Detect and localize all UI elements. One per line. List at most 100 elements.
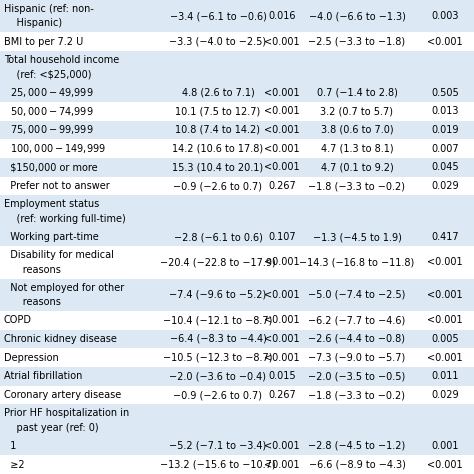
Text: 0.417: 0.417 — [431, 232, 459, 242]
Text: 14.2 (10.6 to 17.8): 14.2 (10.6 to 17.8) — [173, 144, 264, 154]
Bar — [0, 367, 474, 386]
Text: Hispanic): Hispanic) — [4, 18, 62, 28]
Text: 4.7 (0.1 to 9.2): 4.7 (0.1 to 9.2) — [320, 162, 393, 173]
Bar — [0, 32, 474, 51]
Text: Total household income: Total household income — [4, 55, 119, 65]
Bar — [0, 386, 474, 404]
Text: 0.267: 0.267 — [268, 390, 296, 400]
Text: Working part-time: Working part-time — [4, 232, 99, 242]
Bar — [0, 311, 474, 329]
Text: 0.015: 0.015 — [268, 371, 296, 381]
Text: <0.001: <0.001 — [264, 106, 300, 116]
Text: 0.016: 0.016 — [268, 11, 296, 21]
Text: <0.001: <0.001 — [427, 353, 463, 363]
Text: $100,000-$149,999: $100,000-$149,999 — [4, 142, 106, 155]
Text: −2.0 (−3.6 to −0.4): −2.0 (−3.6 to −0.4) — [170, 371, 266, 381]
Text: Disability for medical: Disability for medical — [4, 250, 114, 260]
Text: 0.505: 0.505 — [431, 88, 459, 98]
Text: <0.001: <0.001 — [264, 125, 300, 135]
Text: −6.4 (−8.3 to −4.4): −6.4 (−8.3 to −4.4) — [170, 334, 266, 344]
Bar — [0, 279, 474, 311]
Text: 0.011: 0.011 — [431, 371, 459, 381]
Text: $75,000-$99,999: $75,000-$99,999 — [4, 124, 93, 137]
Text: (ref: <$25,000): (ref: <$25,000) — [4, 69, 91, 79]
Text: −14.3 (−16.8 to −11.8): −14.3 (−16.8 to −11.8) — [300, 257, 415, 267]
Text: COPD: COPD — [4, 315, 32, 325]
Text: Depression: Depression — [4, 353, 59, 363]
Text: <0.001: <0.001 — [264, 257, 300, 267]
Text: 1: 1 — [4, 441, 17, 451]
Text: $150,000 or more: $150,000 or more — [4, 162, 98, 173]
Bar — [0, 329, 474, 348]
Text: <0.001: <0.001 — [264, 441, 300, 451]
Text: 0.267: 0.267 — [268, 181, 296, 191]
Bar — [0, 51, 474, 83]
Text: −2.8 (−6.1 to 0.6): −2.8 (−6.1 to 0.6) — [173, 232, 263, 242]
Text: 0.107: 0.107 — [268, 232, 296, 242]
Text: Hispanic (ref: non-: Hispanic (ref: non- — [4, 4, 94, 14]
Text: Prior HF hospitalization in: Prior HF hospitalization in — [4, 409, 129, 419]
Text: 0.005: 0.005 — [431, 334, 459, 344]
Text: <0.001: <0.001 — [264, 460, 300, 470]
Bar — [0, 0, 474, 32]
Text: reasons: reasons — [4, 264, 61, 274]
Text: <0.001: <0.001 — [427, 257, 463, 267]
Text: −4.0 (−6.6 to −1.3): −4.0 (−6.6 to −1.3) — [309, 11, 405, 21]
Text: <0.001: <0.001 — [264, 353, 300, 363]
Text: <0.001: <0.001 — [264, 162, 300, 173]
Text: 0.007: 0.007 — [431, 144, 459, 154]
Text: −1.8 (−3.3 to −0.2): −1.8 (−3.3 to −0.2) — [309, 181, 405, 191]
Text: 3.8 (0.6 to 7.0): 3.8 (0.6 to 7.0) — [321, 125, 393, 135]
Text: <0.001: <0.001 — [264, 144, 300, 154]
Text: reasons: reasons — [4, 297, 61, 307]
Text: −7.4 (−9.6 to −5.2): −7.4 (−9.6 to −5.2) — [169, 290, 266, 300]
Bar — [0, 121, 474, 139]
Text: 4.7 (1.3 to 8.1): 4.7 (1.3 to 8.1) — [321, 144, 393, 154]
Text: 15.3 (10.4 to 20.1): 15.3 (10.4 to 20.1) — [173, 162, 264, 173]
Text: <0.001: <0.001 — [427, 36, 463, 46]
Bar — [0, 348, 474, 367]
Text: 0.045: 0.045 — [431, 162, 459, 173]
Text: 0.013: 0.013 — [431, 106, 459, 116]
Text: Not employed for other: Not employed for other — [4, 283, 124, 292]
Bar — [0, 246, 474, 279]
Text: 0.029: 0.029 — [431, 390, 459, 400]
Text: −2.5 (−3.3 to −1.8): −2.5 (−3.3 to −1.8) — [309, 36, 406, 46]
Text: 0.003: 0.003 — [431, 11, 459, 21]
Text: 10.8 (7.4 to 14.2): 10.8 (7.4 to 14.2) — [175, 125, 261, 135]
Text: 3.2 (0.7 to 5.7): 3.2 (0.7 to 5.7) — [320, 106, 393, 116]
Bar — [0, 83, 474, 102]
Bar — [0, 158, 474, 177]
Text: ≥2: ≥2 — [4, 460, 25, 470]
Text: 10.1 (7.5 to 12.7): 10.1 (7.5 to 12.7) — [175, 106, 261, 116]
Bar — [0, 228, 474, 246]
Text: Atrial fibrillation: Atrial fibrillation — [4, 371, 82, 381]
Text: Prefer not to answer: Prefer not to answer — [4, 181, 110, 191]
Text: Employment status: Employment status — [4, 200, 99, 210]
Text: −3.3 (−4.0 to −2.5): −3.3 (−4.0 to −2.5) — [169, 36, 266, 46]
Text: −10.5 (−12.3 to −8.7): −10.5 (−12.3 to −8.7) — [163, 353, 273, 363]
Bar — [0, 102, 474, 121]
Text: −0.9 (−2.6 to 0.7): −0.9 (−2.6 to 0.7) — [173, 181, 263, 191]
Text: −2.8 (−4.5 to −1.2): −2.8 (−4.5 to −1.2) — [309, 441, 406, 451]
Text: <0.001: <0.001 — [427, 315, 463, 325]
Text: −6.2 (−7.7 to −4.6): −6.2 (−7.7 to −4.6) — [309, 315, 406, 325]
Text: BMI to per 7.2 U: BMI to per 7.2 U — [4, 36, 83, 46]
Text: −20.4 (−22.8 to −17.9): −20.4 (−22.8 to −17.9) — [160, 257, 276, 267]
Text: −10.4 (−12.1 to −8.7): −10.4 (−12.1 to −8.7) — [164, 315, 273, 325]
Text: −5.2 (−7.1 to −3.4): −5.2 (−7.1 to −3.4) — [169, 441, 266, 451]
Text: <0.001: <0.001 — [264, 88, 300, 98]
Bar — [0, 456, 474, 474]
Text: −3.4 (−6.1 to −0.6): −3.4 (−6.1 to −0.6) — [170, 11, 266, 21]
Text: <0.001: <0.001 — [264, 334, 300, 344]
Text: 0.029: 0.029 — [431, 181, 459, 191]
Text: $50,000-$74,999: $50,000-$74,999 — [4, 105, 93, 118]
Bar — [0, 404, 474, 437]
Text: −2.6 (−4.4 to −0.8): −2.6 (−4.4 to −0.8) — [309, 334, 405, 344]
Text: −7.3 (−9.0 to −5.7): −7.3 (−9.0 to −5.7) — [309, 353, 406, 363]
Text: −0.9 (−2.6 to 0.7): −0.9 (−2.6 to 0.7) — [173, 390, 263, 400]
Text: past year (ref: 0): past year (ref: 0) — [4, 423, 99, 433]
Text: −1.3 (−4.5 to 1.9): −1.3 (−4.5 to 1.9) — [312, 232, 401, 242]
Text: <0.001: <0.001 — [264, 290, 300, 300]
Text: 4.8 (2.6 to 7.1): 4.8 (2.6 to 7.1) — [182, 88, 255, 98]
